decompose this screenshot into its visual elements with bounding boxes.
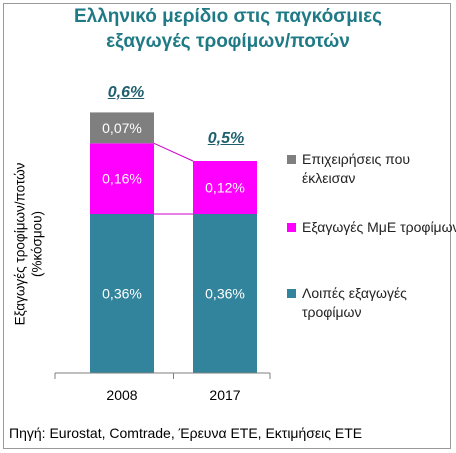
bar-2008-segment-2	[90, 112, 154, 144]
legend-text-other: Λοιπές εξαγωγές τροφίμων	[302, 285, 407, 320]
legend-swatch-sme	[287, 223, 296, 232]
chart-frame	[3, 3, 451, 449]
bar-2008-segment-0	[90, 214, 154, 373]
data-label-2008-segment-1: 0,16%	[102, 171, 142, 187]
data-label-2008-segment-2: 0,07%	[102, 120, 142, 136]
x-tick-label-2008: 2008	[106, 387, 137, 403]
legend-text-sme: Εξαγωγές ΜμΕ τροφίμων	[302, 219, 456, 235]
chart-title-line-2: εξαγωγές τροφίμων/ποτών	[106, 31, 350, 52]
legend-swatch-other	[287, 289, 296, 298]
connector-line-sme-top	[153, 142, 194, 162]
bar-2017-segment-0	[193, 214, 257, 373]
source-note: Πηγή: Eurostat, Comtrade, Έρευνα ΕΤΕ, Εκ…	[9, 425, 363, 441]
chart-title: Ελληνικό μερίδιο στις παγκόσμιες εξαγωγέ…	[0, 4, 456, 54]
data-label-2008-segment-0: 0,36%	[102, 286, 142, 302]
data-label-2017-segment-1: 0,12%	[205, 180, 245, 196]
bar-2017-segment-1	[193, 161, 257, 214]
chart-title-line-1: Ελληνικό μερίδιο στις παγκόσμιες	[73, 6, 383, 27]
legend-item-other: Λοιπές εξαγωγές τροφίμων	[287, 284, 456, 322]
data-label-2017-segment-0: 0,36%	[205, 286, 245, 302]
bar-2008-segment-1	[90, 143, 154, 214]
legend-swatch-closed	[287, 155, 296, 164]
legend-item-sme: Εξαγωγές ΜμΕ τροφίμων	[287, 218, 456, 237]
total-label-2008: 0,6%	[107, 84, 145, 101]
x-tick-label-2017: 2017	[209, 387, 240, 403]
total-label-2017: 0,5%	[207, 130, 245, 147]
legend-item-closed: Επιχειρήσεις που έκλεισαν	[287, 150, 456, 188]
legend-text-closed: Επιχειρήσεις που έκλεισαν	[302, 151, 411, 186]
